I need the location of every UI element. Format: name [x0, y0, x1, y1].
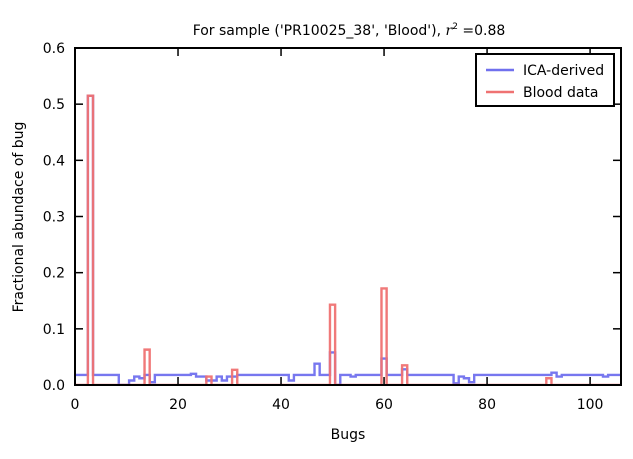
- x-tick-label: 0: [71, 397, 80, 413]
- y-tick-label: 0.4: [43, 153, 65, 169]
- x-tick-label: 60: [375, 397, 393, 413]
- legend: ICA-derived Blood data: [475, 53, 615, 107]
- chart-title-prefix: For sample ('PR10025_38', 'Blood'),: [193, 23, 446, 39]
- y-axis-label: Fractional abundace of bug: [11, 122, 27, 313]
- x-tick-label: 80: [478, 397, 496, 413]
- y-tick-label: 0.0: [43, 378, 65, 394]
- y-tick-label: 0.2: [43, 266, 65, 282]
- y-tick-label: 0.1: [43, 322, 65, 338]
- legend-label: ICA-derived: [523, 63, 604, 79]
- series-group: [75, 94, 621, 385]
- x-tick-label: 40: [272, 397, 290, 413]
- series-line-blood-data: [75, 94, 621, 385]
- y-tick-label: 0.3: [43, 210, 65, 226]
- y-tick-label: 0.5: [43, 97, 65, 113]
- chart-title-sup: 2: [452, 22, 458, 32]
- chart-title-suffix: =0.88: [458, 23, 505, 39]
- x-axis-label: Bugs: [331, 427, 366, 443]
- legend-label: Blood data: [523, 85, 599, 101]
- legend-box: [475, 53, 615, 107]
- y-tick-label: 0.6: [43, 41, 65, 57]
- axes: 0 20 40 60 80 100 0.0 0.1 0.2 0.3 0.4 0.5 0.6: [43, 41, 622, 413]
- chart-title-var: r: [446, 23, 454, 39]
- plot-area: [75, 94, 621, 385]
- chart-title: For sample ('PR10025_38', 'Blood'), r2 =…: [193, 22, 506, 39]
- x-tick-label: 20: [169, 397, 187, 413]
- series-line-ica-derived: [75, 94, 621, 385]
- x-tick-label: 100: [577, 397, 604, 413]
